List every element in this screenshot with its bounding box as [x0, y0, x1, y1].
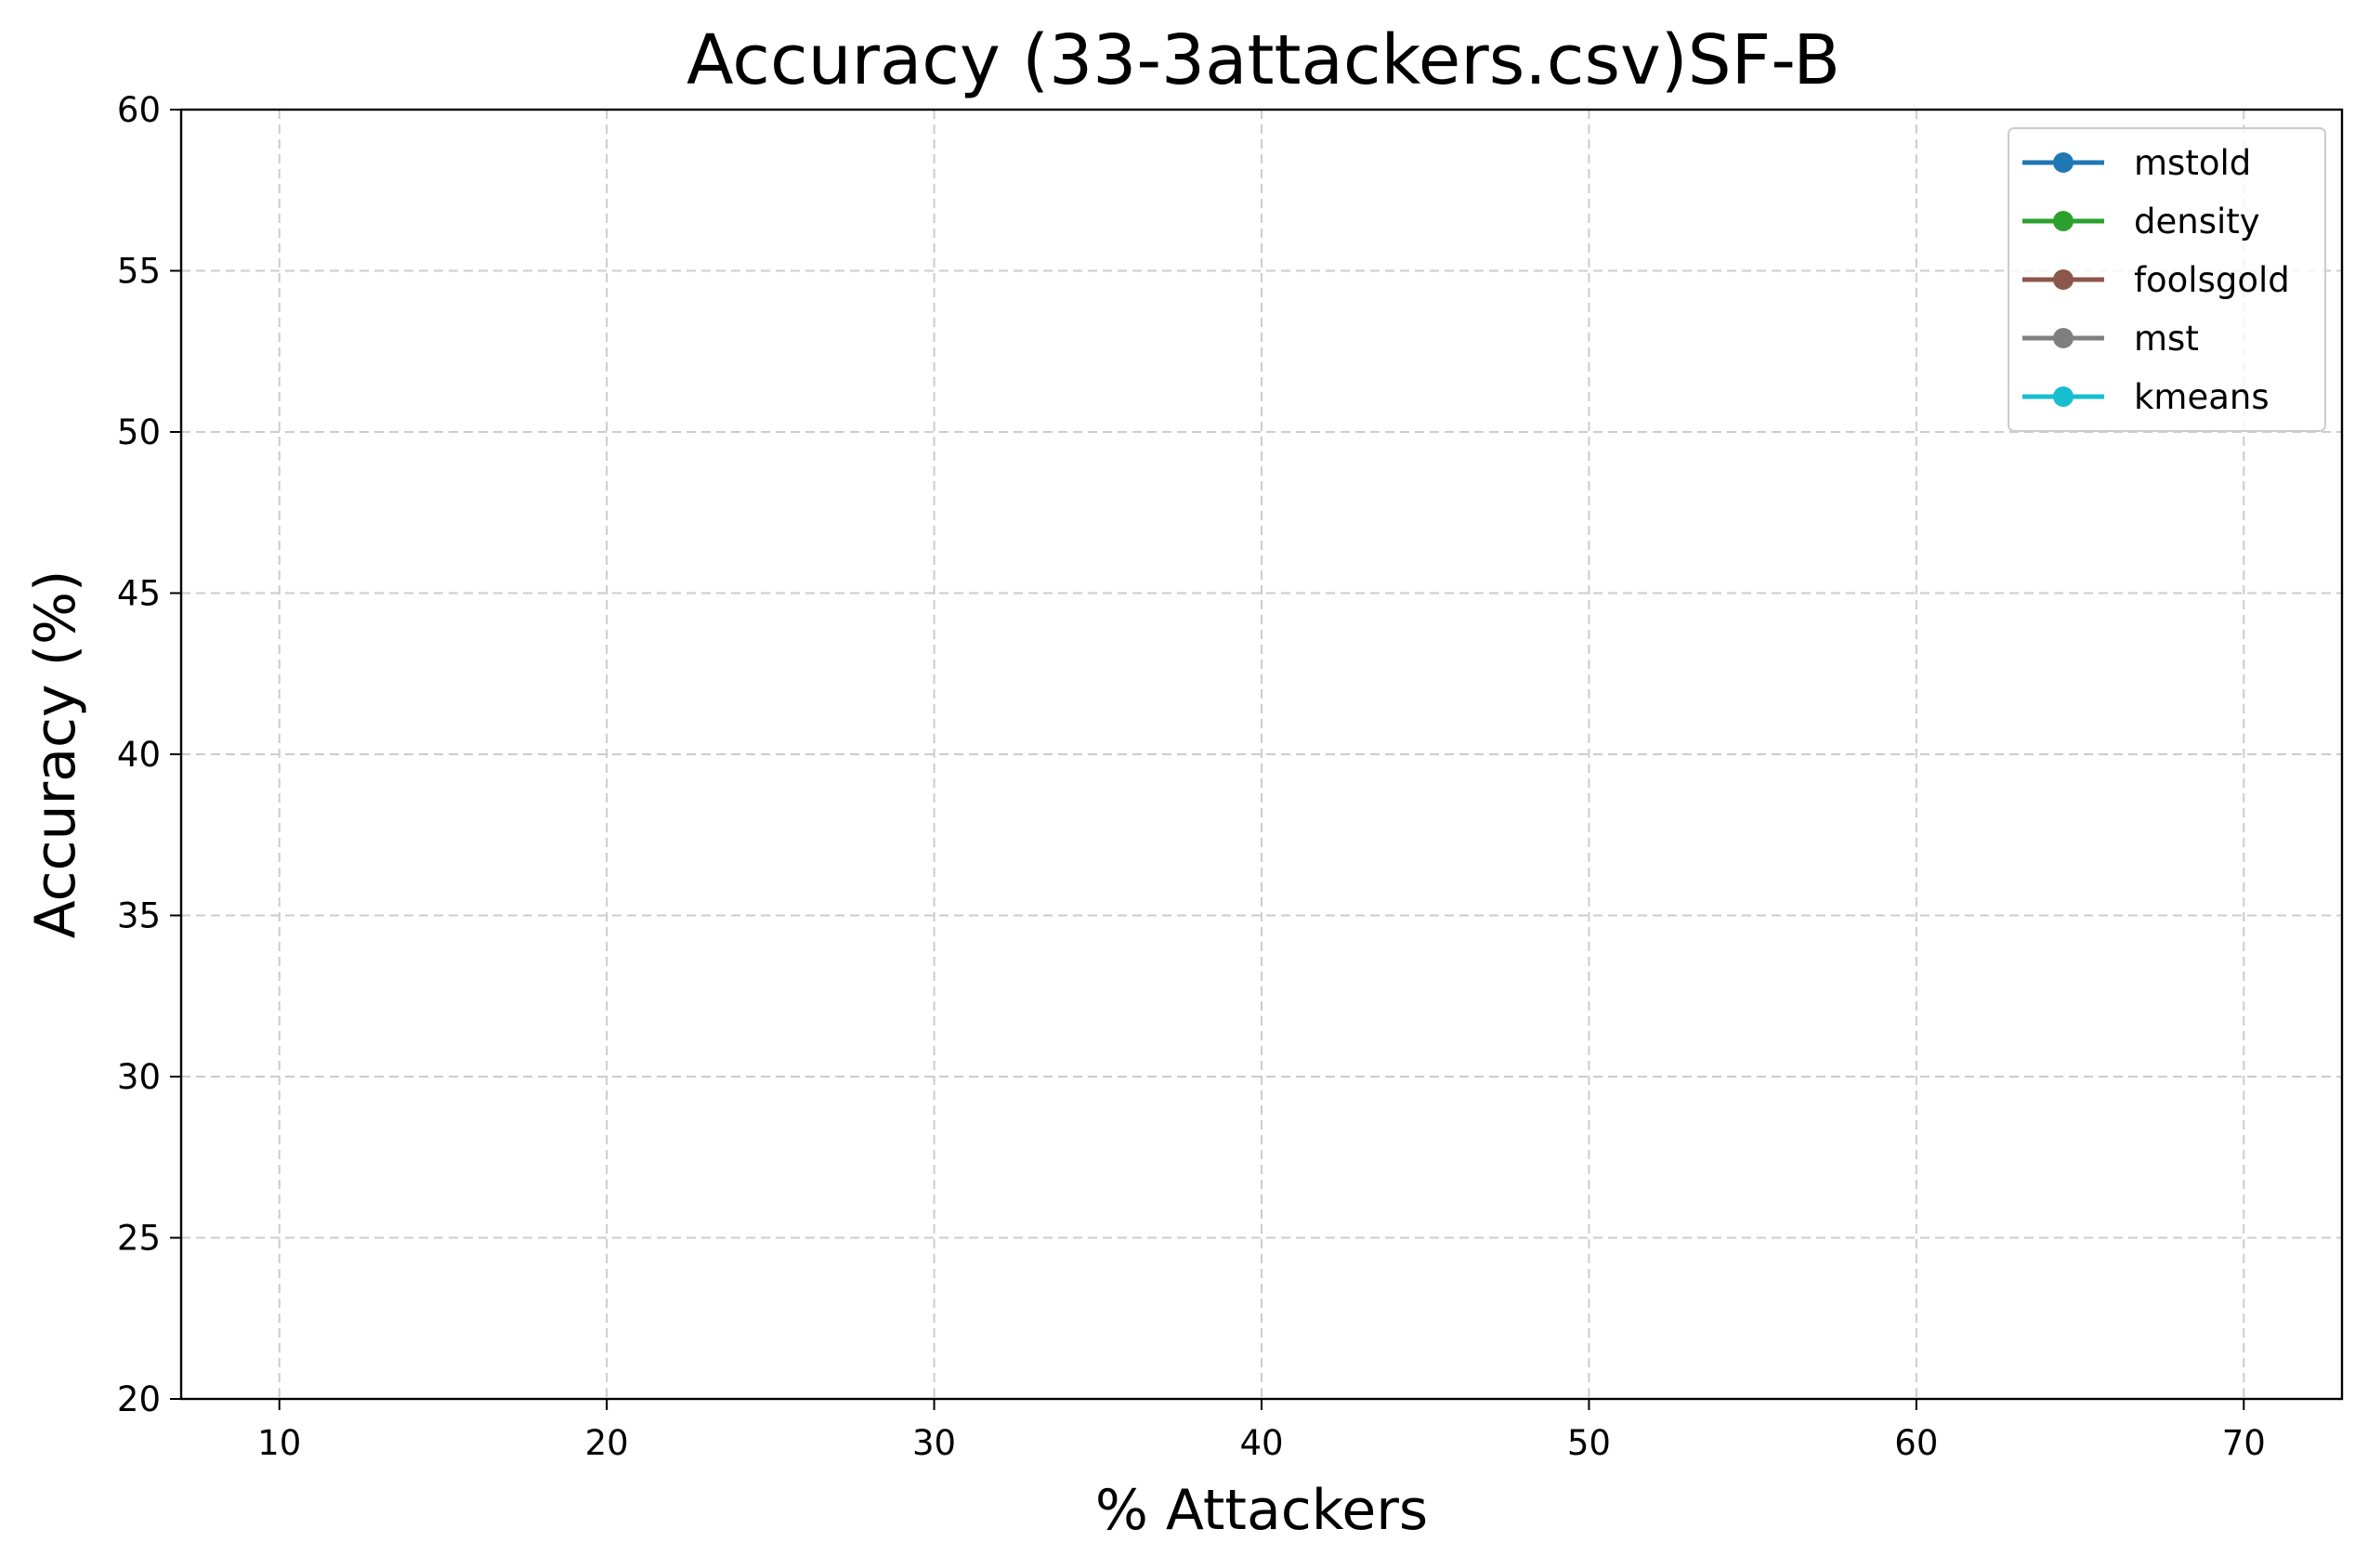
y-tick-label: 60	[117, 90, 161, 130]
legend-frame	[2008, 127, 2326, 432]
legend-item-kmeans: kmeans	[2022, 377, 2270, 417]
x-tick-label: 10	[257, 1423, 301, 1463]
chart-title: Accuracy (33-3attackers.csv)SF-B	[687, 20, 1840, 100]
x-tick-label: 60	[1894, 1423, 1938, 1463]
legend-label-foolsgold: foolsgold	[2134, 260, 2290, 300]
legend: mstold density foolsgold mst kmeans	[2008, 127, 2326, 432]
legend-label-mstold: mstold	[2134, 143, 2251, 183]
x-tick-label: 40	[1239, 1423, 1283, 1463]
x-tick-label: 30	[912, 1423, 956, 1463]
legend-marker-mst	[2053, 328, 2074, 348]
y-tick-label: 35	[117, 896, 161, 936]
legend-marker-mstold	[2053, 152, 2074, 173]
x-axis-ticks: 10 20 30 40 50 60 70	[257, 1399, 2266, 1463]
y-axis-label: Accuracy (%)	[23, 570, 88, 939]
x-tick-label: 20	[585, 1423, 629, 1463]
x-tick-label: 70	[2222, 1423, 2266, 1463]
legend-item-mstold: mstold	[2022, 143, 2251, 183]
x-tick-label: 50	[1567, 1423, 1611, 1463]
legend-marker-foolsgold	[2053, 269, 2074, 290]
y-tick-label: 40	[117, 735, 161, 775]
y-tick-label: 55	[117, 252, 161, 292]
legend-marker-density	[2053, 211, 2074, 231]
y-axis-ticks: 20 25 30 35 40 45 50 55 60	[117, 90, 181, 1419]
y-tick-label: 25	[117, 1219, 161, 1259]
y-tick-label: 30	[117, 1057, 161, 1097]
y-tick-label: 50	[117, 412, 161, 452]
legend-item-foolsgold: foolsgold	[2022, 260, 2290, 300]
y-tick-label: 20	[117, 1379, 161, 1419]
legend-label-kmeans: kmeans	[2134, 377, 2270, 417]
x-axis-label: % Attackers	[1095, 1478, 1428, 1543]
y-tick-label: 45	[117, 574, 161, 614]
legend-marker-kmeans	[2053, 386, 2074, 407]
legend-item-mst: mst	[2022, 319, 2199, 359]
legend-item-density: density	[2022, 202, 2260, 242]
legend-label-mst: mst	[2134, 319, 2199, 359]
legend-label-density: density	[2134, 202, 2260, 242]
